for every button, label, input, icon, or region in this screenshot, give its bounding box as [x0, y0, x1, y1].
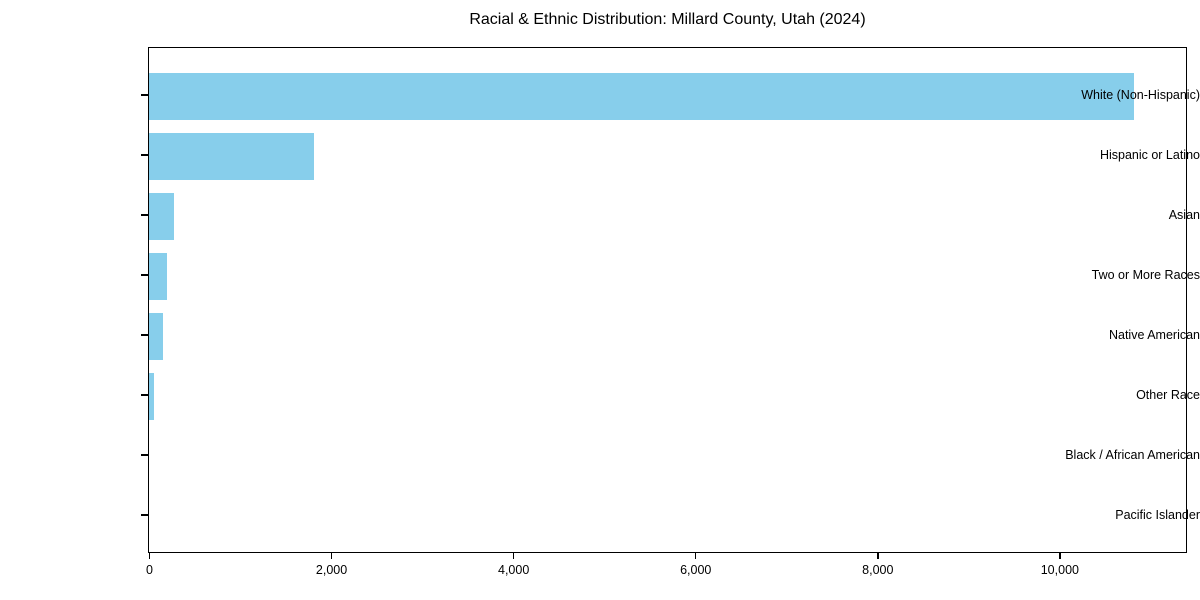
- x-tick-label: 0: [146, 563, 153, 577]
- bar: [149, 252, 168, 300]
- x-tick-mark: [330, 553, 333, 559]
- x-tick-label: 6,000: [680, 563, 712, 577]
- y-axis-label: Pacific Islander: [1115, 508, 1200, 522]
- x-tick-label: 10,000: [1040, 563, 1079, 577]
- x-tick-label: 2,000: [315, 563, 348, 577]
- x-tick-mark: [512, 553, 515, 559]
- y-axis-label: Two or More Races: [1091, 268, 1200, 282]
- y-axis-label: Hispanic or Latino: [1099, 148, 1200, 162]
- x-tick-mark: [148, 553, 151, 559]
- y-tick-mark: [141, 274, 148, 276]
- y-axis-label: Black / African American: [1065, 448, 1200, 462]
- x-tick-label: 4,000: [498, 563, 530, 577]
- y-axis-label: Other Race: [1136, 388, 1200, 402]
- y-tick-mark: [141, 454, 148, 456]
- chart-title: Racial & Ethnic Distribution: Millard Co…: [469, 11, 866, 28]
- x-tick-label: 8,000: [862, 563, 894, 577]
- x-tick-mark: [694, 553, 697, 559]
- x-tick-mark: [1059, 553, 1061, 559]
- x-tick-mark: [877, 553, 879, 559]
- y-tick-mark: [141, 394, 148, 396]
- bar: [149, 192, 175, 240]
- y-axis-label: White (Non-Hispanic): [1081, 88, 1200, 102]
- plot-area: [148, 47, 1187, 553]
- bar: [149, 132, 314, 180]
- y-tick-mark: [141, 94, 148, 96]
- y-tick-mark: [141, 514, 148, 516]
- bar: [149, 312, 164, 360]
- y-tick-mark: [141, 214, 148, 216]
- y-tick-mark: [141, 154, 148, 156]
- y-axis-label: Native American: [1108, 328, 1200, 342]
- y-tick-mark: [141, 334, 148, 336]
- bar: [149, 72, 1135, 120]
- bar: [149, 372, 154, 420]
- y-axis-label: Asian: [1168, 208, 1200, 222]
